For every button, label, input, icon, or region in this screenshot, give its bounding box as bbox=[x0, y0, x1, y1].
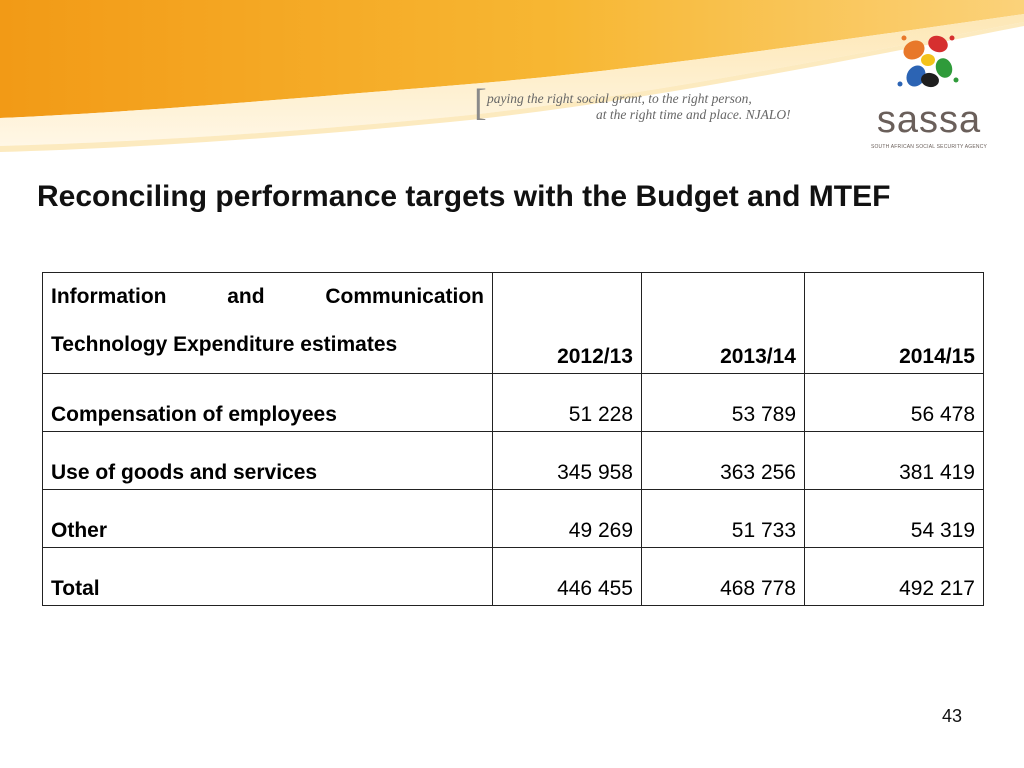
tagline: [ paying the right social grant, to the … bbox=[474, 84, 834, 124]
header-label: Information and Communication Technology… bbox=[51, 285, 484, 356]
table-row: Use of goods and services 345 958 363 25… bbox=[42, 431, 984, 490]
tagline-line-2: at the right time and place. NJALO! bbox=[596, 107, 791, 122]
value-cell: 51 733 bbox=[641, 489, 805, 548]
row-label: Other bbox=[42, 489, 493, 548]
header-year-2012-13: 2012/13 bbox=[492, 272, 642, 374]
hands-logo-icon bbox=[897, 35, 959, 88]
expenditure-table: Information and Communication Technology… bbox=[42, 272, 984, 606]
value-cell: 363 256 bbox=[641, 431, 805, 490]
slide-title: Reconciling performance targets with the… bbox=[37, 180, 891, 213]
header-label-cell: Information and Communication Technology… bbox=[42, 272, 493, 374]
header-year-2013-14: 2013/14 bbox=[641, 272, 805, 374]
table-row: Other 49 269 51 733 54 319 bbox=[42, 489, 984, 548]
value-cell: 492 217 bbox=[804, 547, 984, 606]
value-cell: 49 269 bbox=[492, 489, 642, 548]
value-cell: 53 789 bbox=[641, 373, 805, 432]
table-row: Compensation of employees 51 228 53 789 … bbox=[42, 373, 984, 432]
logo-wordmark: sassa bbox=[876, 99, 982, 141]
tagline-bracket: [ bbox=[474, 82, 487, 124]
row-label: Total bbox=[42, 547, 493, 606]
logo-subtitle: SOUTH AFRICAN SOCIAL SECURITY AGENCY bbox=[870, 144, 988, 150]
tagline-line-1: paying the right social grant, to the ri… bbox=[487, 91, 752, 106]
value-cell: 51 228 bbox=[492, 373, 642, 432]
table-header-row: Information and Communication Technology… bbox=[42, 272, 984, 374]
value-cell: 345 958 bbox=[492, 431, 642, 490]
table-row-total: Total 446 455 468 778 492 217 bbox=[42, 547, 984, 606]
value-cell: 54 319 bbox=[804, 489, 984, 548]
row-label: Use of goods and services bbox=[42, 431, 493, 490]
page-number: 43 bbox=[941, 706, 962, 726]
sassa-logo: sassa SOUTH AFRICAN SOCIAL SECURITY AGEN… bbox=[864, 28, 994, 154]
value-cell: 468 778 bbox=[641, 547, 805, 606]
header-year-2014-15: 2014/15 bbox=[804, 272, 984, 374]
value-cell: 381 419 bbox=[804, 431, 984, 490]
value-cell: 56 478 bbox=[804, 373, 984, 432]
header-banner bbox=[0, 0, 1024, 152]
row-label: Compensation of employees bbox=[42, 373, 493, 432]
value-cell: 446 455 bbox=[492, 547, 642, 606]
